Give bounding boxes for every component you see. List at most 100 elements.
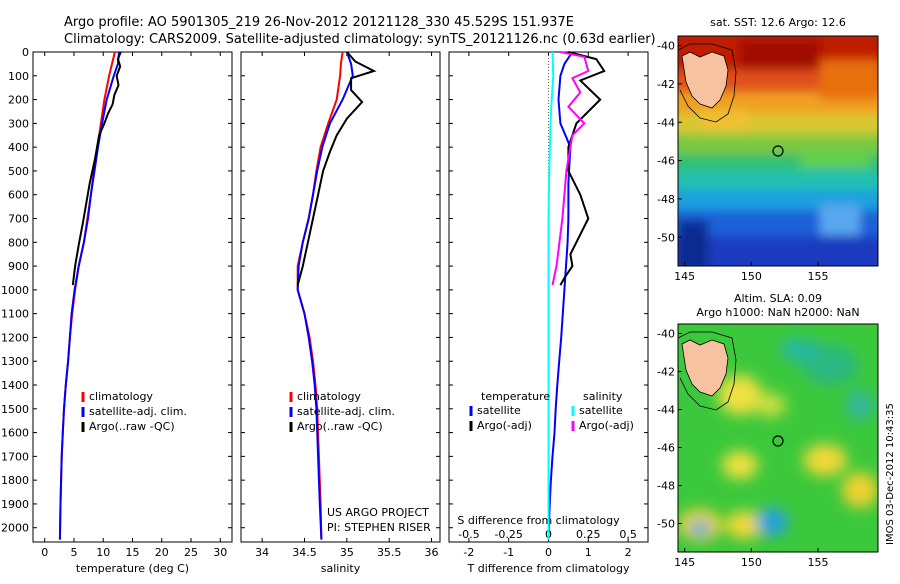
plot-frame xyxy=(240,51,441,543)
series-line-argorawqc xyxy=(71,51,122,286)
y-tick-label: 1300 xyxy=(1,355,29,368)
argo-position-marker-sla xyxy=(772,435,784,447)
map-y-tick-label: -40 xyxy=(657,40,675,53)
y-tick-label: 1500 xyxy=(1,403,29,416)
y-tick-label: 1200 xyxy=(1,331,29,344)
difference-panel: -2 -1 0 1 2 T difference from climatology S di… xyxy=(448,51,649,575)
y-tick-label: 0 xyxy=(22,46,29,59)
legend-label: climatology xyxy=(297,390,361,403)
legend-label: Argo(-adj) xyxy=(477,419,532,432)
map-y-tick-label: -48 xyxy=(657,193,675,206)
sla-map-panel: Altim. SLA: 0.09 Argo h1000: NaN h2000: … xyxy=(657,292,879,569)
x2-tick-label: -0.25 xyxy=(494,528,522,541)
y-tick-label: 2000 xyxy=(1,522,29,535)
x-tick-label: 15 xyxy=(126,546,140,559)
legend-label: Argo(-adj) xyxy=(579,419,634,432)
map-x-tick-label: 150 xyxy=(741,270,762,283)
x-axis-label: T difference from climatology xyxy=(467,562,630,575)
x-tick-label: 5 xyxy=(70,546,77,559)
sla-map-subtitle: Argo h1000: NaN h2000: NaN xyxy=(696,306,859,319)
legend-label: Argo(..raw -QC) xyxy=(89,420,175,433)
legend-label: satellite-adj. clim. xyxy=(297,405,395,418)
temperature-panel: 0100200300400500600700800900100011001200… xyxy=(1,46,233,575)
x-axis-label: temperature (deg C) xyxy=(76,562,189,575)
x-tick-label: 35 xyxy=(340,546,354,559)
x-axis-label: salinity xyxy=(321,562,361,575)
map-y-tick-label: -48 xyxy=(657,480,675,493)
credit-annotation: PI: STEPHEN RISER xyxy=(327,521,431,534)
plot-frame xyxy=(32,51,233,543)
legend-label: satellite xyxy=(477,404,521,417)
sla-map-frame xyxy=(677,323,879,553)
map-y-tick-label: -42 xyxy=(657,78,675,91)
y-tick-label: 300 xyxy=(8,117,29,130)
x-tick-label: 25 xyxy=(184,546,198,559)
map-y-tick-label: -50 xyxy=(657,518,675,531)
header-line-1: Argo profile: AO 5901305_219 26-Nov-2012… xyxy=(64,15,574,30)
argo-position-marker xyxy=(772,145,784,157)
series-line-argoadj xyxy=(551,51,590,286)
y-tick-label: 1700 xyxy=(1,450,29,463)
series-line-argoadj xyxy=(559,51,606,286)
x-tick-label: 36 xyxy=(425,546,439,559)
tasmania-land xyxy=(681,51,729,109)
legend-label: satellite xyxy=(579,404,623,417)
map-y-tick-label: -46 xyxy=(657,155,675,168)
credit-annotation: US ARGO PROJECT xyxy=(327,506,429,519)
map-y-tick-label: -46 xyxy=(657,442,675,455)
y-tick-label: 400 xyxy=(8,141,29,154)
sst-map-frame xyxy=(677,35,879,267)
x-tick-label: 10 xyxy=(96,546,110,559)
x2-axis-label: S difference from climatology xyxy=(457,514,620,527)
x-tick-label: 20 xyxy=(155,546,169,559)
map-y-tick-label: -40 xyxy=(657,328,675,341)
x-tick-label: 1 xyxy=(585,546,592,559)
y-tick-label: 1800 xyxy=(1,474,29,487)
map-y-tick-label: -42 xyxy=(657,366,675,379)
series-line-satellite xyxy=(547,51,574,540)
x2-tick-label: -0.5 xyxy=(458,528,479,541)
sla-map-image xyxy=(678,324,878,552)
series-line-satelliteadjclim xyxy=(58,51,120,540)
series-line-argorawqc xyxy=(296,51,377,286)
x2-tick-label: 0.5 xyxy=(619,528,637,541)
series-line-satelliteadjclim xyxy=(296,51,354,540)
legend-label: climatology xyxy=(89,390,153,403)
y-tick-label: 100 xyxy=(8,70,29,83)
map-x-tick-label: 145 xyxy=(674,556,695,569)
x-tick-label: -2 xyxy=(463,546,474,559)
y-tick-label: 900 xyxy=(8,260,29,273)
map-x-tick-label: 150 xyxy=(741,556,762,569)
y-tick-label: 800 xyxy=(8,236,29,249)
legend-title-salinity: salinity xyxy=(583,390,623,403)
series-line-satellite xyxy=(547,51,555,540)
x-tick-label: -1 xyxy=(503,546,514,559)
sla-map-title: Altim. SLA: 0.09 xyxy=(734,292,822,305)
legend-label: satellite-adj. clim. xyxy=(89,405,187,418)
sst-map-panel: sat. SST: 12.6 Argo: 12.6 xyxy=(657,16,879,283)
map-y-tick-label: -44 xyxy=(657,404,675,417)
x2-tick-label: 0.25 xyxy=(576,528,601,541)
y-tick-label: 200 xyxy=(8,94,29,107)
x-tick-label: 34.5 xyxy=(292,546,317,559)
y-tick-label: 600 xyxy=(8,189,29,202)
y-tick-label: 1900 xyxy=(1,498,29,511)
map-y-tick-label: -50 xyxy=(657,231,675,244)
x-tick-label: 0 xyxy=(41,546,48,559)
x-tick-label: 2 xyxy=(625,546,632,559)
map-y-tick-label: -44 xyxy=(657,116,675,129)
x-tick-label: 30 xyxy=(213,546,227,559)
sst-map-title: sat. SST: 12.6 Argo: 12.6 xyxy=(710,16,846,29)
sst-map-image xyxy=(678,36,878,266)
map-x-tick-label: 155 xyxy=(808,556,829,569)
map-x-tick-label: 145 xyxy=(674,270,695,283)
map-x-tick-label: 155 xyxy=(808,270,829,283)
header-line-2: Climatology: CARS2009. Satellite-adjuste… xyxy=(64,32,656,47)
x-tick-label: 0 xyxy=(545,546,552,559)
x-tick-label: 35.5 xyxy=(377,546,402,559)
y-tick-label: 500 xyxy=(8,165,29,178)
tasmania-land-sla xyxy=(681,339,729,397)
salinity-panel: 34 34.5 35 35.5 36 salinity climatology satelli… xyxy=(240,51,441,575)
legend-title-temperature: temperature xyxy=(481,390,550,403)
y-tick-label: 1000 xyxy=(1,284,29,297)
